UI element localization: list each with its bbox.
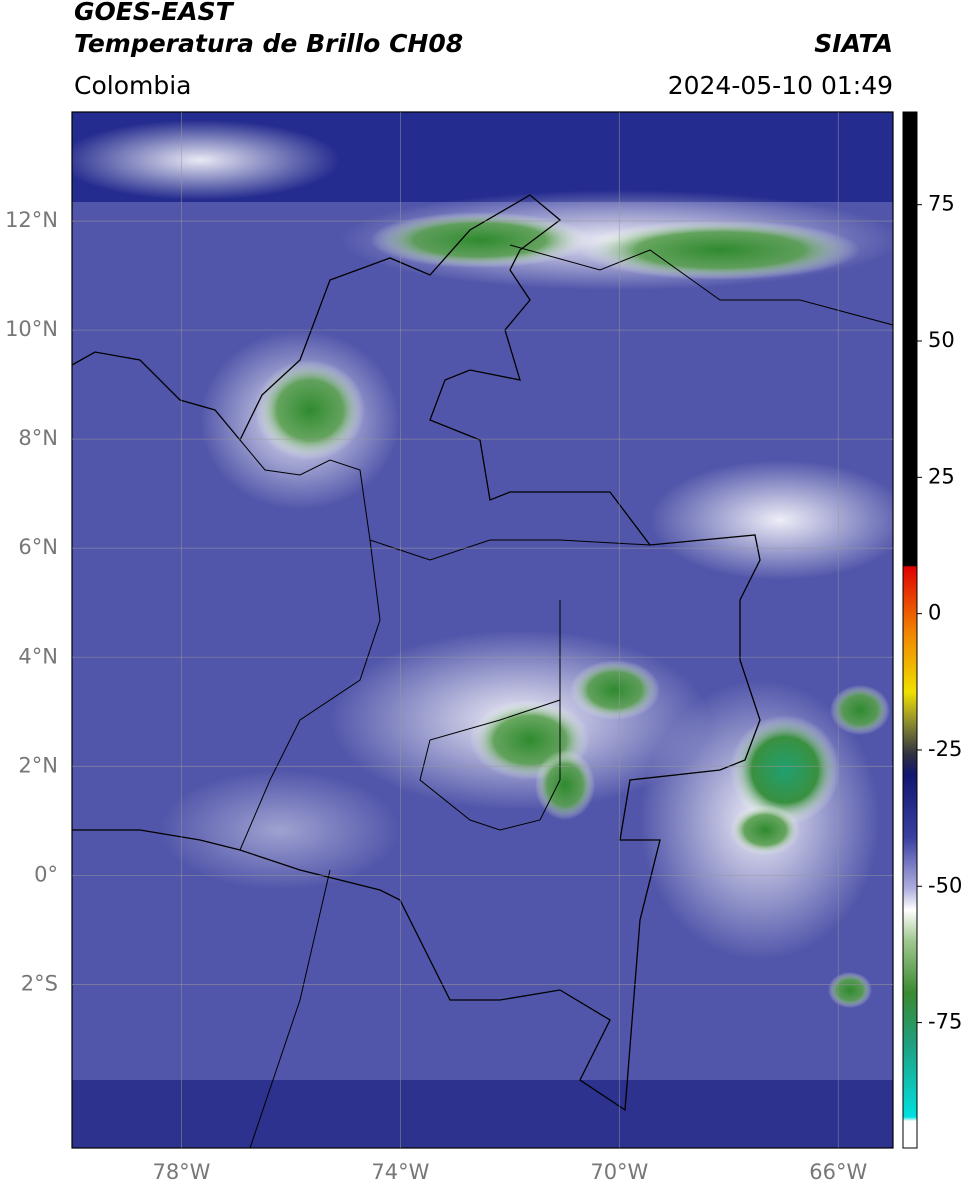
colorbar-tick-label: 25 [928,464,955,488]
colorbar-tick-label: -50 [928,873,962,897]
region: Colombia [74,71,191,100]
subtitle: Temperatura de Brillo CH08 [74,29,463,58]
satellite-image [72,112,893,1148]
datetime: 2024-05-10 01:49 [668,71,893,100]
lon-tick-label: 78°W [152,1160,210,1184]
colorbar-tick-label: 0 [928,601,941,625]
lon-tick-label: 66°W [809,1160,867,1184]
map-frame [71,111,894,1149]
lat-tick-label: 10°N [5,317,58,341]
lat-tick-label: 2°S [21,971,58,995]
title: GOES-EAST [74,0,235,26]
colorbar-tick-label: -75 [928,1010,962,1034]
colorbar-tick-label: 50 [928,328,955,352]
lat-tick-label: 4°N [18,644,58,668]
lon-tick-label: 74°W [371,1160,429,1184]
source: SIATA [814,29,893,58]
lat-tick-label: 12°N [5,208,58,232]
lat-tick-label: 6°N [18,535,58,559]
colorbar [902,111,918,1149]
colorbar-tick-label: -25 [928,737,962,761]
lat-tick-label: 0° [34,862,58,886]
lat-tick-label: 2°N [18,753,58,777]
lon-tick-label: 70°W [590,1160,648,1184]
lat-tick-label: 8°N [18,426,58,450]
colorbar-tick-label: 75 [928,192,955,216]
